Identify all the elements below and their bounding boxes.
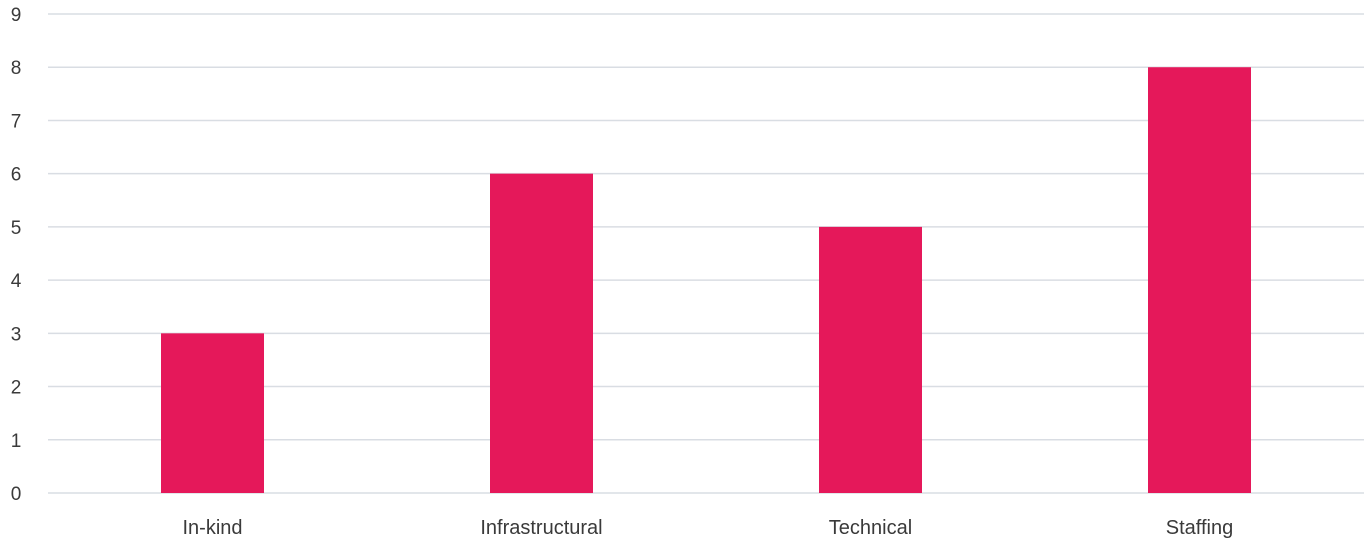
bar-technical	[819, 226, 922, 493]
y-tick-label: 8	[11, 58, 22, 79]
y-tick-label: 2	[11, 378, 22, 399]
y-tick-label: 0	[11, 484, 22, 505]
y-tick-label: 7	[11, 111, 22, 132]
y-tick-label: 5	[11, 218, 22, 239]
x-tick-label: In-kind	[182, 517, 242, 539]
y-tick-label: 4	[11, 271, 22, 292]
x-tick-label: Staffing	[1166, 517, 1233, 539]
bars	[161, 67, 1251, 493]
bar-infrastructural	[490, 173, 593, 493]
y-axis: 0 1 2 3 4 5 6 7 8 9	[11, 5, 22, 505]
x-tick-label: Infrastructural	[480, 517, 602, 539]
bar-in-kind	[161, 333, 264, 493]
bar-staffing	[1148, 67, 1251, 493]
y-tick-label: 3	[11, 324, 22, 345]
y-tick-label: 9	[11, 5, 22, 26]
gridlines	[48, 13, 1364, 494]
x-tick-label: Technical	[829, 517, 912, 539]
x-axis: In-kind Infrastructural Technical Staffing	[182, 517, 1233, 539]
y-tick-label: 6	[11, 165, 22, 186]
y-tick-label: 1	[11, 431, 22, 452]
